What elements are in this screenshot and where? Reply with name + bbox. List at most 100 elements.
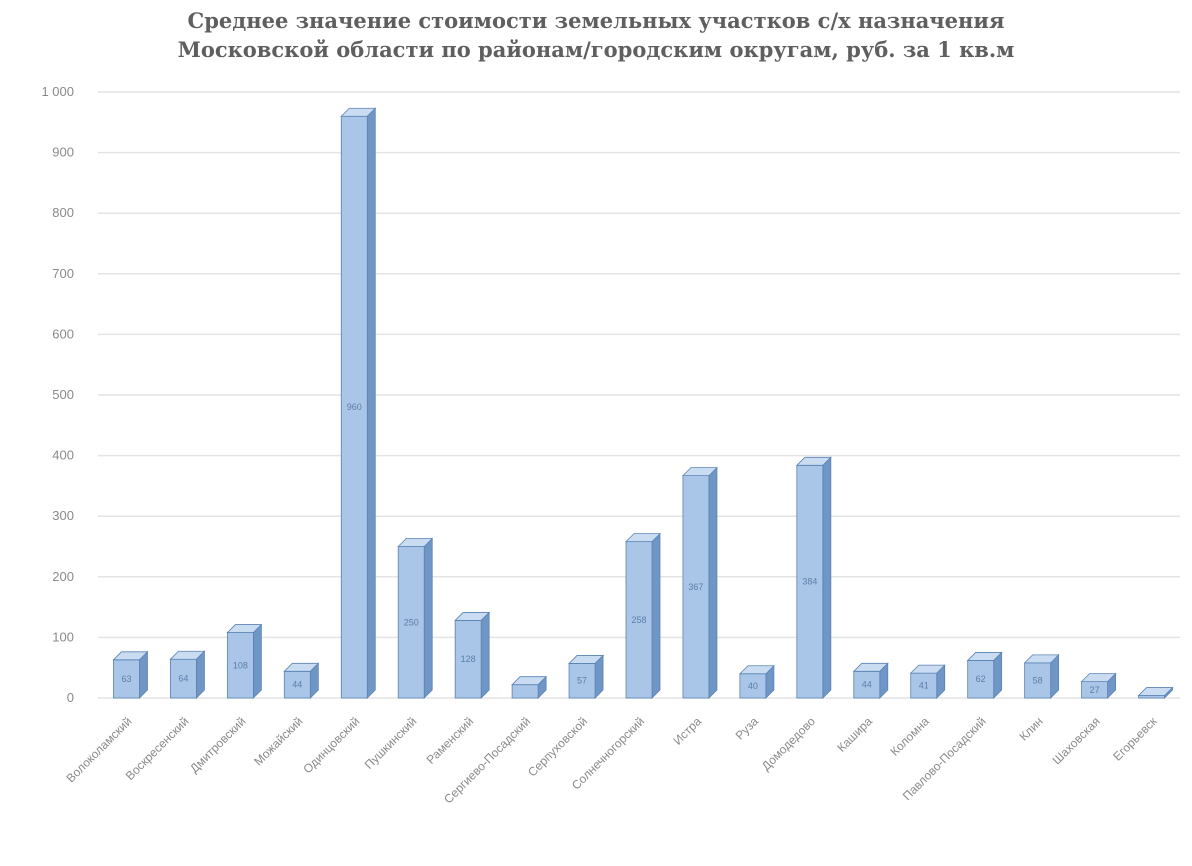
y-tick-label: 0 [67,690,74,705]
bar: 250 [397,537,434,699]
data-label: 128 [461,654,476,664]
data-label: 367 [688,582,703,592]
bar-front [796,464,824,699]
y-tick-label: 600 [52,326,74,341]
bar-side [822,456,832,699]
bar-top [169,650,206,660]
bar: 40 [738,664,775,699]
bar: 57 [568,654,605,699]
data-label: 44 [862,680,872,690]
bar-side [366,107,376,699]
bar: 63 [112,650,149,699]
bar: 44 [852,662,889,699]
x-category-label: Коломна [887,714,932,759]
bar: 128 [454,611,491,699]
chart-title-line-2: Московской области по районам/городским … [177,37,1015,62]
bar-top [625,533,661,543]
bar-front [625,541,653,699]
bar [1137,686,1174,699]
bar-side [708,466,718,699]
bar-front [568,663,596,699]
data-label: 57 [577,676,587,686]
bar-top [226,624,263,633]
bar-top [852,662,889,672]
data-label: 258 [631,615,646,625]
bar-top [738,665,775,675]
bar-top [511,676,548,686]
bar: 367 [681,466,718,699]
bar-top [1137,687,1174,696]
data-label: 62 [976,674,986,684]
bar: 384 [795,456,832,699]
x-category-label: Клин [1017,714,1046,743]
bar-front [340,115,368,699]
bar-top [1080,673,1117,683]
bar-top [1023,654,1060,664]
data-label: 41 [919,681,929,691]
x-category-label: Шаховская [1050,714,1103,767]
x-category-label: Серпуховской [525,714,590,779]
data-label: 250 [404,617,419,627]
bar-top [795,456,832,466]
x-category-label: Раменский [424,714,477,767]
y-tick-label: 400 [52,448,74,463]
bar-top [681,467,718,476]
x-category-label: Руза [733,714,762,743]
bar-top [112,651,149,661]
bar-top [397,538,434,547]
bar: 960 [340,107,377,699]
bar-top [909,664,946,674]
bar: 41 [909,664,946,699]
y-tick-label: 100 [52,629,74,644]
bar-side [651,532,661,699]
bar-top [454,612,491,621]
bar [511,675,548,699]
bar-front [113,659,140,699]
bar: 62 [966,651,1003,699]
bar-front [967,660,995,699]
bar-front [454,620,482,699]
bar-top [283,662,320,672]
gridlines [98,91,1180,699]
data-label: 58 [1033,675,1043,685]
bar-front [226,632,254,699]
bar-top [966,652,1003,661]
bar: 44 [283,662,320,699]
y-tick-label: 800 [52,205,74,220]
bar-side [252,623,262,699]
data-label: 40 [748,681,758,691]
bars: 63 64 108 44 960 250 128 57 258 367 40 384 44 41 62 58 2… [112,107,1174,699]
x-category-label: Одинцовский [300,714,362,776]
y-tick-label: 300 [52,508,74,523]
bar-top [568,655,605,664]
bar-front [853,670,881,699]
x-category-label: Дмитровский [187,714,248,775]
y-tick-label: 900 [52,145,74,160]
data-label: 63 [121,674,131,684]
x-category-label: Пушкинский [362,714,420,772]
bar-side [423,537,433,699]
x-category-label: Можайский [251,714,305,768]
data-label: 960 [347,402,362,412]
data-label: 64 [178,674,188,684]
bar: 58 [1023,653,1060,699]
y-axis-ticks: 0 100 200 300 400 500 600 700 800 900 1 000 [41,84,74,705]
bar: 258 [625,532,661,699]
bar-top [340,107,377,117]
x-category-label: Истра [671,714,705,748]
data-label: 108 [233,660,248,670]
bar-front [397,546,425,699]
bar-side [480,611,490,699]
data-label: 384 [802,577,817,587]
bar-front [511,684,539,699]
x-category-label: Егорьевск [1110,714,1160,764]
chart-title-line-1: Среднее значение стоимости земельных уча… [187,8,1005,33]
chart-title: Среднее значение стоимости земельных уча… [0,6,1192,64]
y-tick-label: 700 [52,266,74,281]
data-label: 44 [292,680,302,690]
bar: 64 [169,650,206,699]
y-tick-label: 500 [52,387,74,402]
data-label: 27 [1090,685,1100,695]
